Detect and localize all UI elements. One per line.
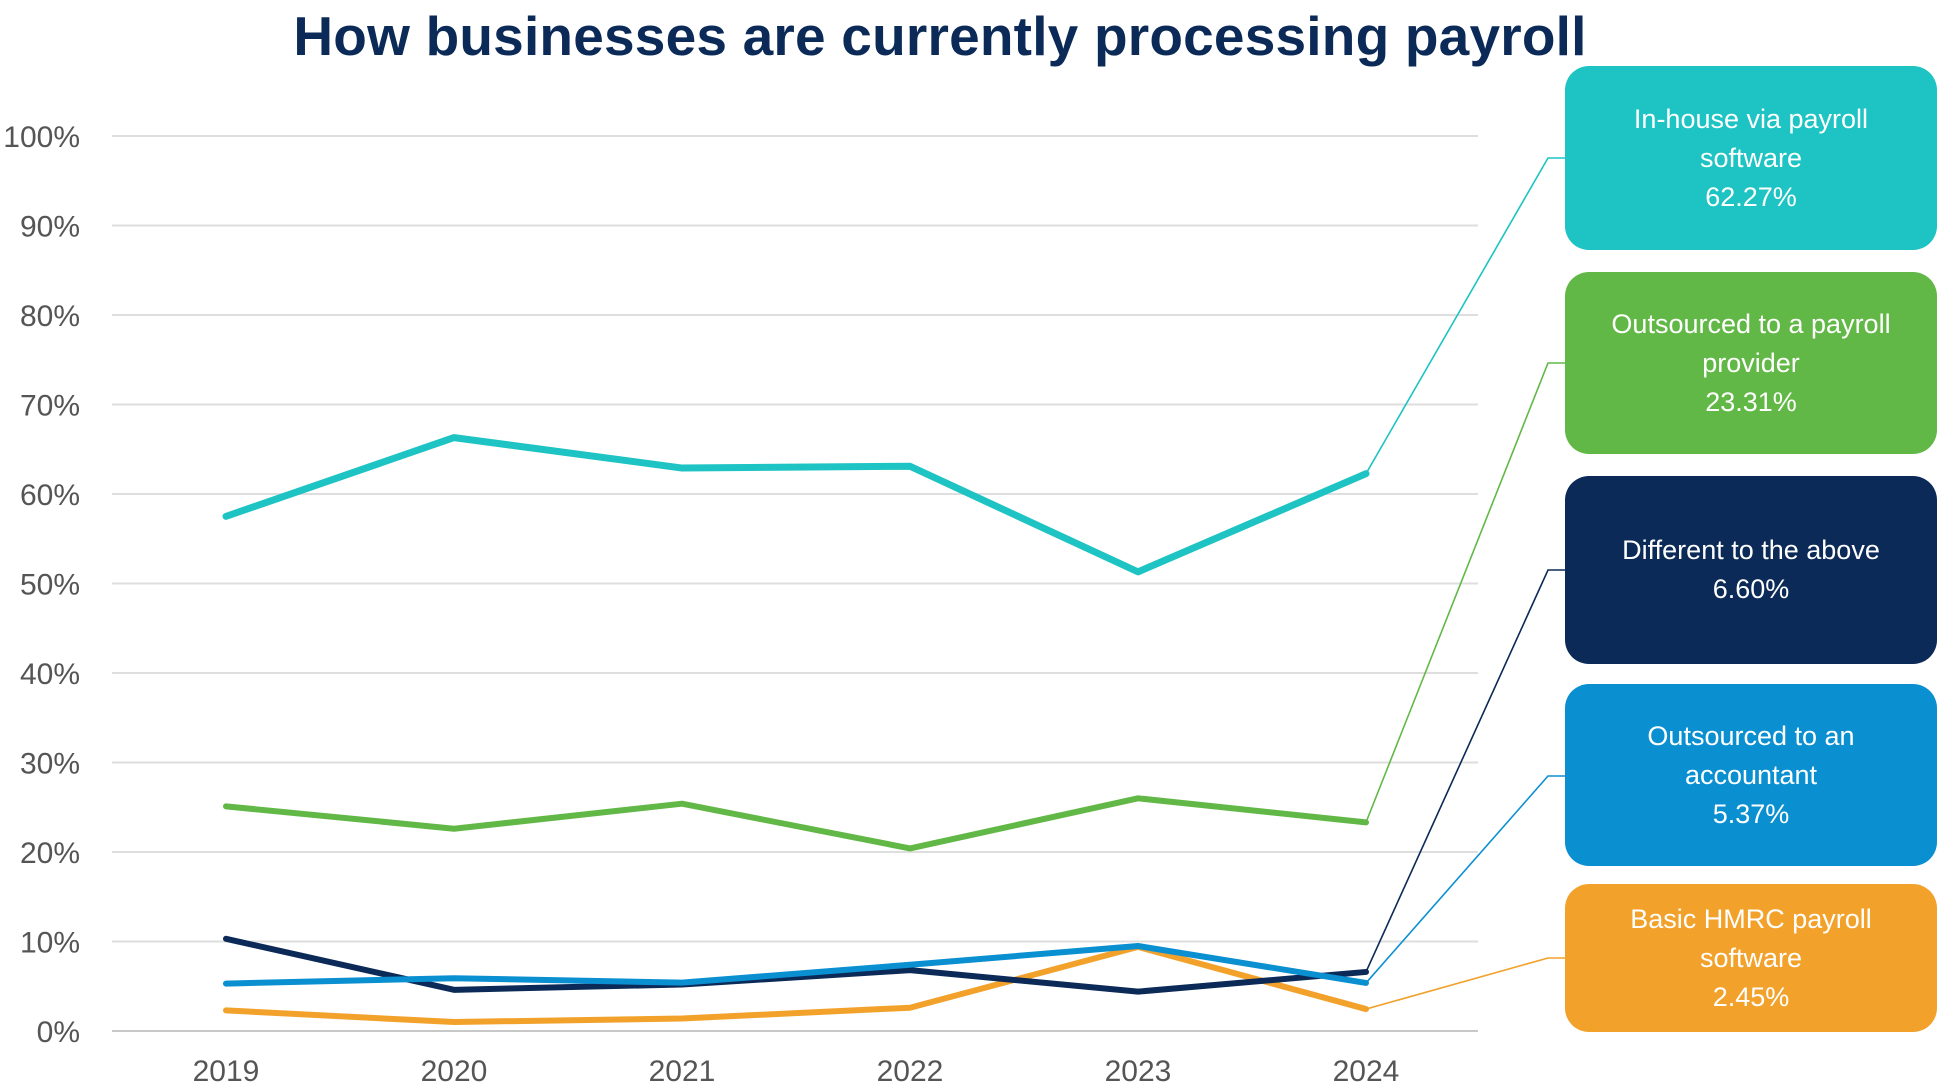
x-tick-label: 2021 [649,1055,716,1083]
callout-payroll-provider: Outsourced to a payroll provider 23.31% [1565,272,1937,454]
series-line [223,795,1369,852]
leader-line [1365,957,1566,1010]
callout-label: Outsourced to a payroll provider [1611,308,1891,378]
x-tick-label: 2019 [193,1055,260,1083]
x-tick-label: 2024 [1333,1055,1400,1083]
callout-label: Outsourced to an accountant [1647,720,1855,790]
series-lines [222,434,1370,1026]
y-tick-label: 40% [20,658,80,691]
callout-leader-lines [1365,157,1566,1010]
series-line [223,942,1369,987]
callout-value: 5.37% [1712,798,1790,829]
leader-line [1365,569,1566,973]
callout-accountant: Outsourced to an accountant 5.37% [1565,684,1937,866]
leader-line [1365,362,1566,823]
callout-value: 6.60% [1712,574,1790,604]
callout-in-house: In-house via payroll software 62.27% [1565,66,1937,250]
callout-value: 62.27% [1705,181,1797,212]
series-line [223,943,1369,1026]
callout-label: Basic HMRC payroll software [1630,903,1872,973]
callout-label: Different to the above [1622,535,1880,565]
y-tick-label: 90% [20,211,80,244]
y-tick-label: 0% [37,1016,80,1049]
x-tick-label: 2023 [1105,1055,1172,1083]
x-tick-label: 2020 [421,1055,488,1083]
y-tick-label: 80% [20,300,80,333]
y-tick-label: 30% [20,748,80,781]
callout-different: Different to the above 6.60% [1565,476,1937,664]
x-tick-label: 2022 [877,1055,944,1083]
leader-line [1365,775,1566,984]
y-tick-label: 20% [20,837,80,870]
y-tick-label: 60% [20,479,80,512]
y-tick-label: 50% [20,569,80,602]
y-tick-label: 100% [3,121,80,154]
series-line [222,434,1370,576]
chart-title: How businesses are currently processing … [293,5,1587,67]
x-axis-ticks: 2019 2020 2021 2022 2023 2024 [193,1055,1400,1083]
y-tick-label: 70% [20,390,80,423]
grid-lines [112,135,1478,1032]
y-axis-ticks: 0% 10% 20% 30% 40% 50% 60% 70% 80% 90% 100% [3,121,80,1049]
leader-line [1365,157,1566,475]
callout-label: In-house via payroll software [1633,103,1869,173]
callout-value: 2.45% [1712,981,1790,1012]
y-tick-label: 10% [20,927,80,960]
callout-value: 23.31% [1705,386,1797,417]
callout-hmrc: Basic HMRC payroll software 2.45% [1565,884,1937,1032]
